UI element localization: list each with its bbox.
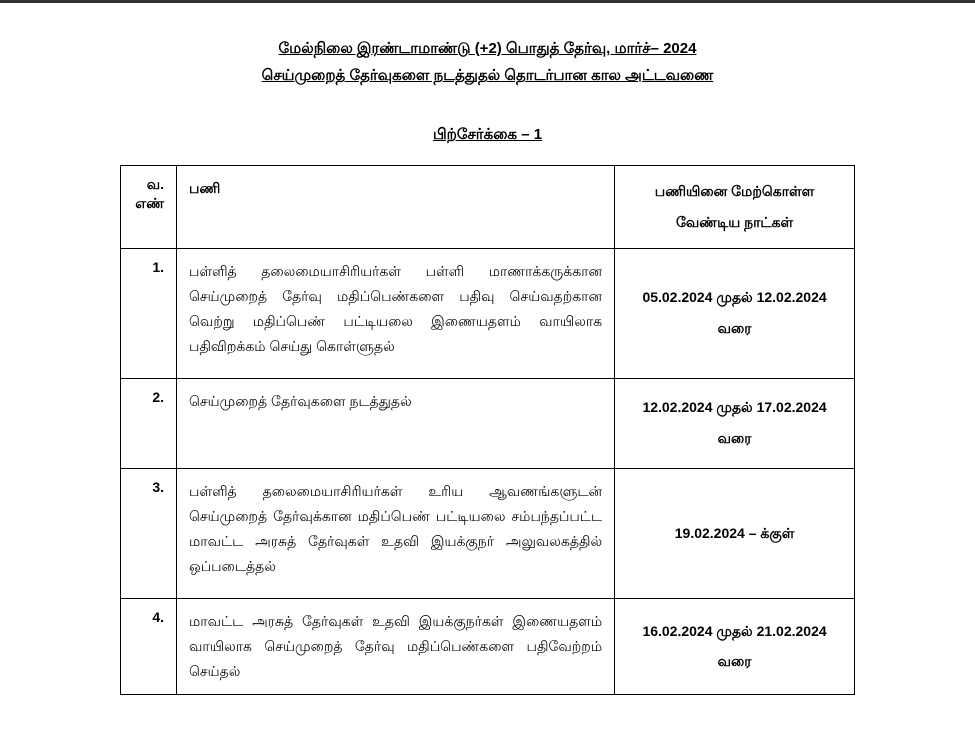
header-serial-no: வ. எண்: [121, 166, 177, 249]
cell-task: செய்முறைத் தேர்வுகளை நடத்துதல்: [177, 378, 615, 468]
cell-task: பள்ளித் தலைமையாசிரியர்கள் உரிய ஆவணங்களுட…: [177, 468, 615, 598]
header-dates: பணியினை மேற்கொள்ள வேண்டிய நாட்கள்: [615, 166, 855, 249]
cell-no: 1.: [121, 248, 177, 378]
cell-date: 12.02.2024 முதல் 17.02.2024 வரை: [615, 378, 855, 468]
cell-date: 19.02.2024 – க்குள்: [615, 468, 855, 598]
table-header-row: வ. எண் பணி பணியினை மேற்கொள்ள வேண்டிய நாட…: [121, 166, 855, 249]
cell-no: 4.: [121, 598, 177, 695]
cell-no: 2.: [121, 378, 177, 468]
cell-task: பள்ளித் தலைமையாசிரியர்கள் பள்ளி மாணாக்கர…: [177, 248, 615, 378]
table-row: 4. மாவட்ட அரசுத் தேர்வுகள் உதவி இயக்குநர…: [121, 598, 855, 695]
table-row: 2. செய்முறைத் தேர்வுகளை நடத்துதல் 12.02.…: [121, 378, 855, 468]
appendix-heading: பிற்சேர்க்கை – 1: [120, 126, 855, 145]
main-title-line2: செய்முறைத் தேர்வுகளை நடத்துதல் தொடர்பான …: [120, 67, 855, 86]
table-row: 3. பள்ளித் தலைமையாசிரியர்கள் உரிய ஆவணங்க…: [121, 468, 855, 598]
cell-no: 3.: [121, 468, 177, 598]
header-task: பணி: [177, 166, 615, 249]
schedule-table: வ. எண் பணி பணியினை மேற்கொள்ள வேண்டிய நாட…: [120, 165, 855, 695]
cell-date: 05.02.2024 முதல் 12.02.2024 வரை: [615, 248, 855, 378]
cell-date: 16.02.2024 முதல் 21.02.2024 வரை: [615, 598, 855, 695]
main-title-line1: மேல்நிலை இரண்டாமாண்டு (+2) பொதுத் தேர்வு…: [120, 40, 855, 59]
table-row: 1. பள்ளித் தலைமையாசிரியர்கள் பள்ளி மாணாக…: [121, 248, 855, 378]
cell-task: மாவட்ட அரசுத் தேர்வுகள் உதவி இயக்குநர்கள…: [177, 598, 615, 695]
